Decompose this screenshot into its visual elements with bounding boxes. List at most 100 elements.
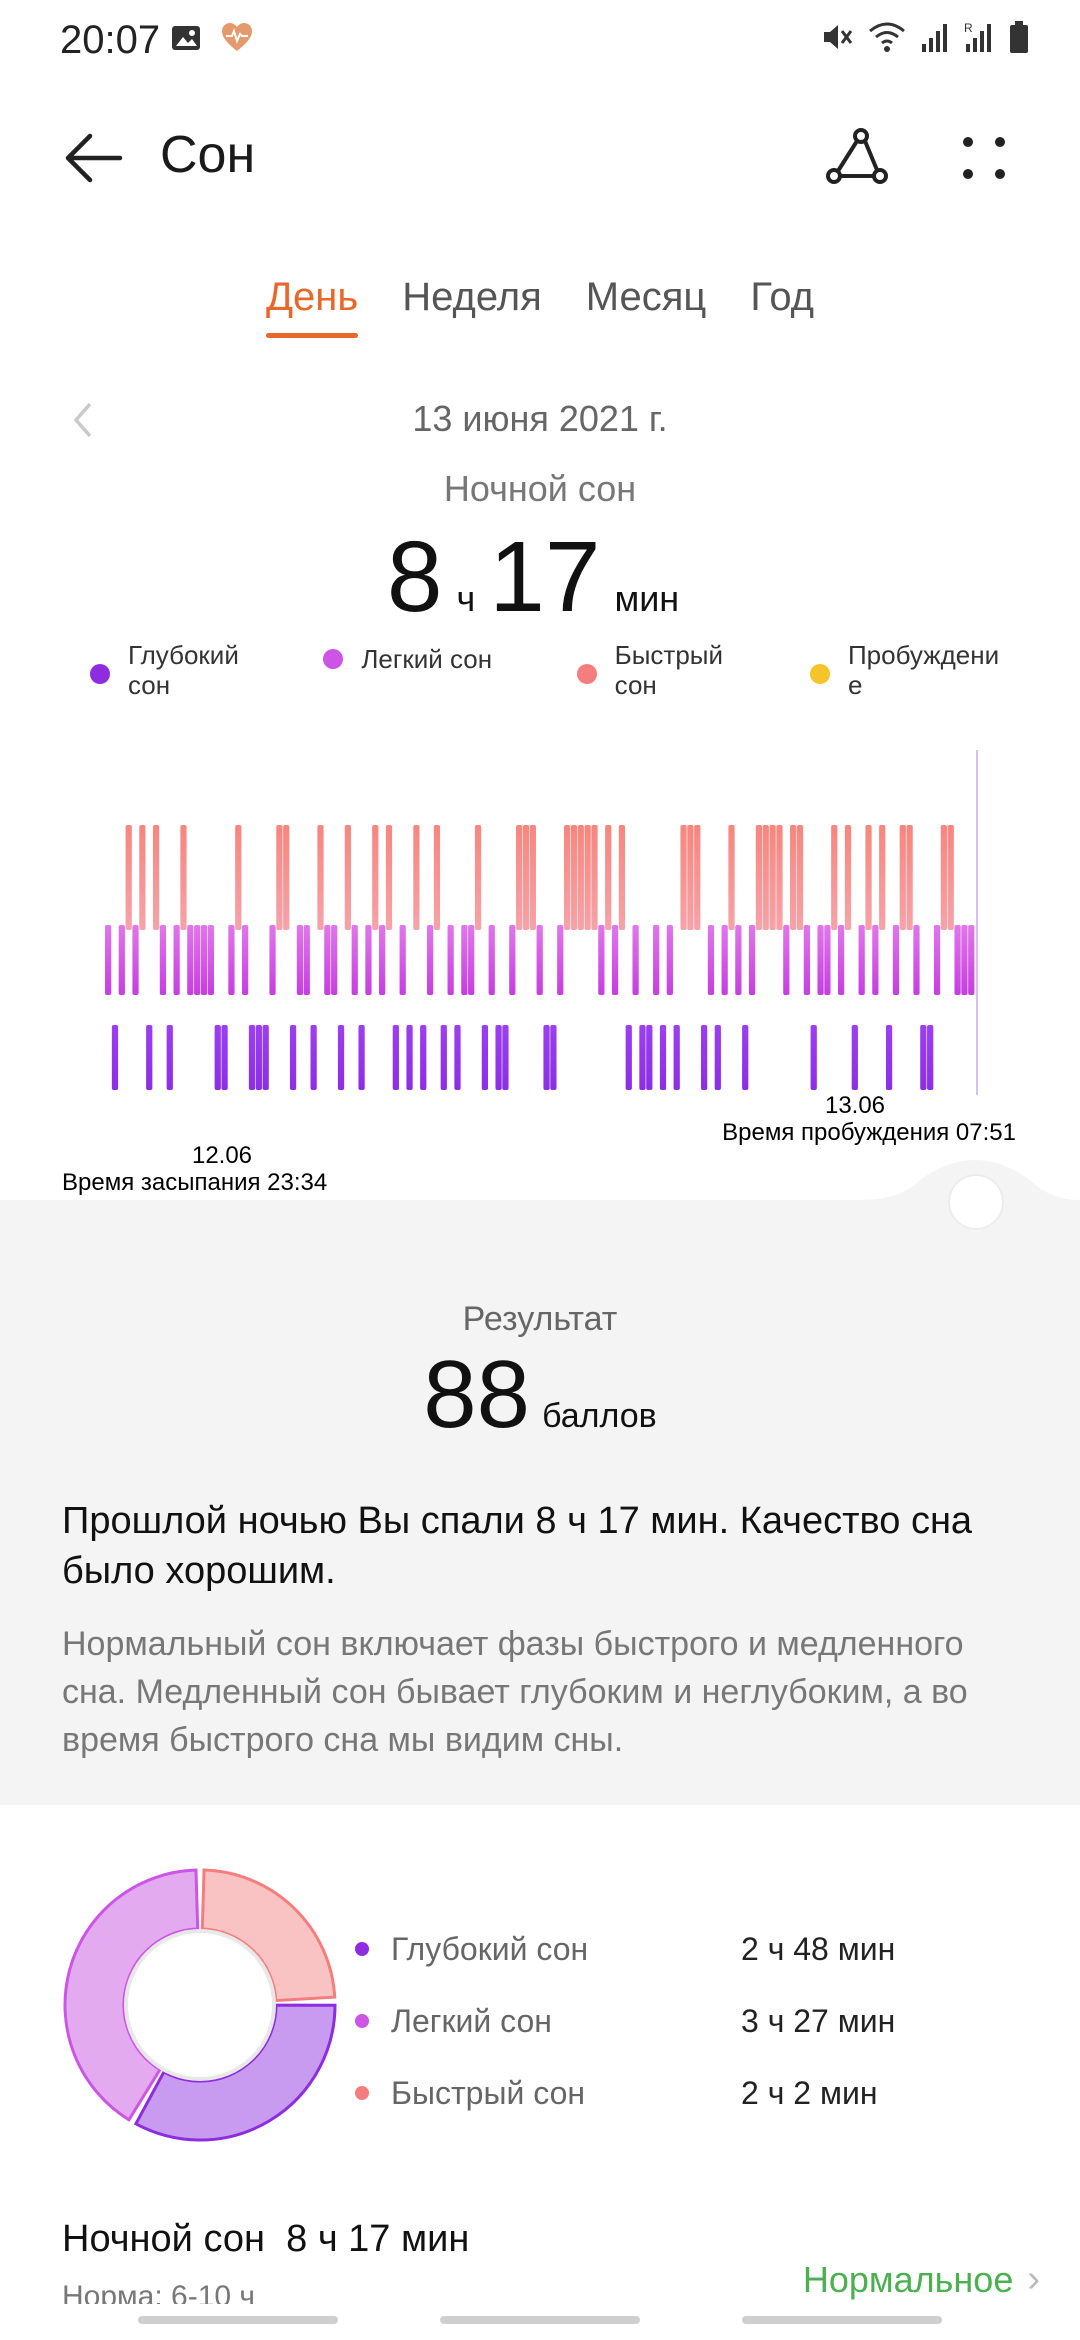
stage-block <box>570 825 578 930</box>
timeline-handle[interactable] <box>860 1150 1080 1250</box>
stage-block <box>269 925 276 995</box>
score-value: 88 <box>423 1341 531 1448</box>
stage-block <box>550 1025 557 1090</box>
stage-donut-chart <box>63 1868 337 2142</box>
stage-block <box>646 1025 653 1090</box>
stage-block <box>379 925 386 995</box>
stage-block <box>776 825 783 930</box>
stage-block <box>296 925 304 995</box>
legend-label: Пробуждение <box>847 640 1000 700</box>
stage-block <box>358 1025 365 1090</box>
stage-block <box>851 1025 858 1090</box>
sleep-stage-chart: 13.06 Время пробуждения 07:51 12.06 Врем… <box>62 750 1016 1196</box>
stage-block <box>420 1025 427 1090</box>
stage-block <box>605 825 612 930</box>
nav-pill-center[interactable] <box>440 2316 640 2324</box>
stat-label: Быстрый сон <box>391 2074 586 2111</box>
stage-block <box>892 925 900 995</box>
wifi-icon <box>869 22 905 52</box>
stage-block <box>796 825 804 930</box>
stage-block <box>831 825 838 930</box>
stage-block <box>454 1025 461 1090</box>
more-options-icon[interactable] <box>956 130 1012 186</box>
sleep-duration: 8 ч 17 мин <box>0 520 1080 635</box>
stat-value: 3 ч 27 мин <box>741 2002 896 2039</box>
stage-block <box>954 925 961 995</box>
stat-dot <box>355 1942 369 1956</box>
night-total-label: Ночной сон <box>62 2218 265 2260</box>
previous-day-chevron-icon[interactable] <box>70 400 96 440</box>
legend-label: Быстрый сон <box>614 640 723 700</box>
stage-block <box>365 925 372 995</box>
period-tabs: День Неделя Месяц Год <box>0 275 1080 338</box>
stage-block <box>159 925 167 995</box>
legend-rem: Быстрый сон <box>576 640 767 700</box>
stage-block <box>673 1025 680 1090</box>
stage-block <box>481 1025 489 1090</box>
stage-block <box>742 1025 749 1090</box>
stage-block <box>426 925 434 995</box>
tab-year[interactable]: Год <box>750 275 815 319</box>
heart-rate-icon <box>222 23 252 51</box>
stage-block <box>461 925 468 995</box>
stage-block <box>502 1025 509 1090</box>
stat-value: 2 ч 48 мин <box>741 1930 896 1967</box>
tab-day[interactable]: День <box>265 275 359 338</box>
result-description: Нормальный сон включает фазы быстрого и … <box>62 1625 968 1759</box>
result-panel <box>0 1200 1080 1805</box>
stage-block <box>317 825 324 930</box>
stage-block <box>146 1025 153 1090</box>
stage-block <box>255 1025 262 1090</box>
stage-block <box>906 825 913 930</box>
stage-block <box>125 825 132 930</box>
stage-block <box>392 1025 399 1090</box>
stage-block <box>687 825 694 930</box>
stage-block <box>557 925 564 995</box>
stage-block <box>844 825 852 930</box>
quality-link[interactable]: Нормальное › <box>803 2258 1040 2301</box>
sleep-onset-label: Время засыпания 23:34 <box>62 1169 327 1196</box>
stage-block <box>563 825 571 930</box>
duration-minutes: 17 <box>489 521 601 633</box>
stage-block <box>221 1025 228 1090</box>
stage-block <box>632 925 639 995</box>
stage-block <box>653 925 660 995</box>
score-unit: баллов <box>542 1397 657 1435</box>
stage-block <box>920 1025 927 1090</box>
stage-block <box>152 825 160 930</box>
legend-dot <box>323 649 344 669</box>
stat-value: 2 ч 2 мин <box>741 2074 878 2111</box>
norm-range: Норма: 6-10 ч <box>62 2280 256 2304</box>
stat-label: Легкий сон <box>391 2002 552 2039</box>
legend-label: Глубокий сон <box>128 640 239 700</box>
start-date-label: 12.06 <box>192 1142 252 1169</box>
stage-block <box>324 925 331 995</box>
duration-hours-unit: ч <box>456 578 476 619</box>
wake-time-label: Время пробуждения 07:51 <box>722 1119 1016 1146</box>
stage-block <box>769 825 776 930</box>
date-label: 13 июня 2021 г. <box>412 398 668 439</box>
legend-dot <box>90 664 110 684</box>
battery-icon <box>1010 21 1028 53</box>
stage-block <box>440 1025 447 1090</box>
stage-block <box>132 925 139 995</box>
stage-block <box>762 825 769 930</box>
page-title: Сон <box>160 126 256 184</box>
back-arrow-icon[interactable] <box>60 128 124 188</box>
stage-block <box>303 925 310 995</box>
stage-block <box>283 825 290 930</box>
stage-block <box>728 825 735 930</box>
share-route-icon[interactable] <box>826 128 888 184</box>
tab-month[interactable]: Месяц <box>585 275 707 319</box>
stage-block <box>406 1025 413 1090</box>
status-notifications <box>170 22 254 54</box>
tab-week[interactable]: Неделя <box>402 275 542 319</box>
stage-block <box>187 925 194 995</box>
stage-block <box>289 1025 297 1090</box>
stage-block <box>433 825 441 930</box>
stat-label: Глубокий сон <box>391 1930 589 1967</box>
stage-block <box>933 925 941 995</box>
stage-block <box>522 825 530 930</box>
nav-pill-left <box>138 2316 338 2324</box>
stage-block <box>488 925 495 995</box>
